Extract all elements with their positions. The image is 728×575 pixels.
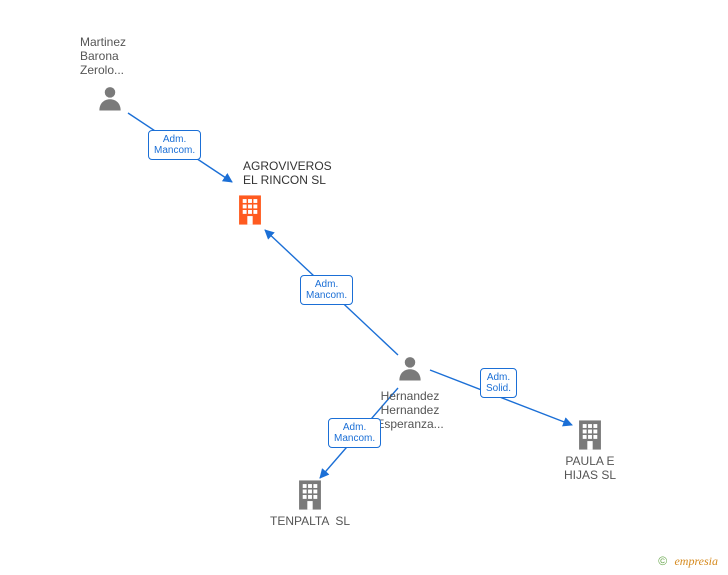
node-label: TENPALTA SL — [265, 514, 355, 528]
node-agroviveros[interactable]: AGROVIVEROS EL RINCON SL — [235, 193, 265, 232]
node-label: AGROVIVEROS EL RINCON SL — [243, 159, 383, 187]
diagram-canvas: Martinez Barona Zerolo... AGROVIVEROS EL… — [0, 0, 728, 575]
edge-label-e4: Adm. Solid. — [480, 368, 517, 398]
node-paula[interactable]: PAULA E HIJAS SL — [575, 418, 605, 457]
node-tenpalta[interactable]: TENPALTA SL — [295, 478, 325, 517]
person-icon — [395, 353, 425, 388]
copyright-symbol: © — [658, 554, 667, 568]
node-martinez[interactable]: Martinez Barona Zerolo... — [95, 83, 125, 118]
building-icon — [575, 418, 605, 457]
person-icon — [95, 83, 125, 118]
edge-label-e3: Adm. Mancom. — [328, 418, 381, 448]
node-hernandez[interactable]: Hernandez Hernandez Esperanza... — [395, 353, 425, 388]
building-icon — [235, 193, 265, 232]
edge-label-e2: Adm. Mancom. — [300, 275, 353, 305]
node-label: PAULA E HIJAS SL — [545, 454, 635, 482]
edge-label-e1: Adm. Mancom. — [148, 130, 201, 160]
building-icon — [295, 478, 325, 517]
watermark: © empresia — [658, 554, 718, 569]
watermark-brand: empresia — [674, 554, 718, 568]
node-label: Martinez Barona Zerolo... — [80, 35, 160, 77]
